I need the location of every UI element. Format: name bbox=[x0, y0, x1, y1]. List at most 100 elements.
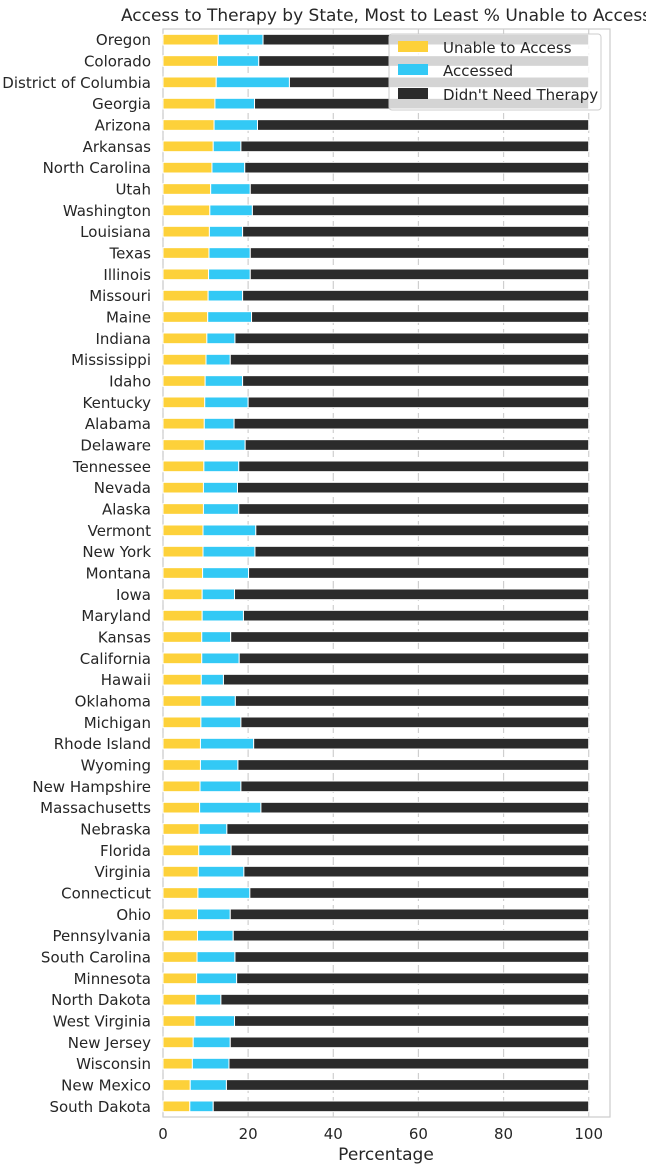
bar-florida-unable bbox=[162, 844, 200, 857]
y-label-minnesota: Minnesota bbox=[74, 970, 151, 988]
y-label-alabama: Alabama bbox=[85, 415, 151, 433]
bar-south-carolina-accessed bbox=[196, 951, 236, 963]
bar-utah-didnt-need bbox=[249, 183, 590, 195]
bar-mississippi-didnt-need bbox=[229, 353, 590, 366]
bar-louisiana-didnt-need bbox=[242, 225, 590, 238]
y-label-idaho: Idaho bbox=[109, 373, 151, 391]
y-label-pennsylvania: Pennsylvania bbox=[52, 927, 151, 945]
bar-missouri-didnt-need bbox=[242, 289, 590, 302]
y-label-maryland: Maryland bbox=[81, 607, 151, 625]
bar-california-didnt-need bbox=[238, 652, 590, 665]
bar-wyoming-accessed bbox=[199, 759, 239, 771]
y-label-massachusetts: Massachusetts bbox=[40, 799, 151, 817]
bar-pennsylvania-accessed bbox=[196, 929, 234, 942]
bar-washington-unable bbox=[162, 204, 211, 217]
bar-rhode-island-unable bbox=[162, 737, 201, 750]
y-label-new-hampshire: New Hampshire bbox=[32, 778, 151, 796]
bar-alaska-accessed bbox=[202, 503, 240, 515]
y-label-district-of-columbia: District of Columbia bbox=[2, 74, 151, 92]
bar-rhode-island-didnt-need bbox=[253, 737, 590, 750]
bar-texas-didnt-need bbox=[249, 247, 590, 259]
bar-new-york-accessed bbox=[202, 545, 256, 558]
bar-washington-didnt-need bbox=[251, 204, 590, 217]
bar-nevada-didnt-need bbox=[237, 481, 590, 494]
bar-louisiana-unable bbox=[162, 225, 210, 238]
y-label-virginia: Virginia bbox=[94, 863, 151, 881]
bar-new-york-didnt-need bbox=[254, 545, 590, 558]
bar-nebraska-didnt-need bbox=[226, 823, 590, 835]
y-label-north-dakota: North Dakota bbox=[51, 991, 151, 1009]
bar-district-of-columbia-accessed bbox=[215, 76, 290, 89]
bar-louisiana-accessed bbox=[208, 225, 244, 238]
bar-vermont-accessed bbox=[202, 524, 257, 537]
bar-south-dakota-didnt-need bbox=[212, 1100, 590, 1113]
bar-virginia-accessed bbox=[197, 865, 245, 878]
y-label-new-york: New York bbox=[82, 543, 151, 561]
bar-new-jersey-unable bbox=[162, 1036, 194, 1049]
bar-utah-accessed bbox=[210, 183, 251, 195]
bar-west-virginia-unable bbox=[162, 1015, 196, 1027]
x-tick-80: 80 bbox=[494, 1125, 513, 1143]
bar-new-jersey-accessed bbox=[192, 1036, 231, 1049]
y-label-kentucky: Kentucky bbox=[83, 394, 152, 412]
bar-indiana-didnt-need bbox=[234, 332, 590, 345]
bar-missouri-accessed bbox=[207, 289, 244, 302]
bar-idaho-didnt-need bbox=[242, 375, 590, 387]
y-label-louisiana: Louisiana bbox=[80, 223, 151, 241]
y-label-south-carolina: South Carolina bbox=[41, 949, 151, 967]
y-label-connecticut: Connecticut bbox=[61, 885, 151, 903]
bar-hawaii-unable bbox=[162, 673, 202, 686]
bar-delaware-accessed bbox=[203, 439, 246, 451]
bar-new-hampshire-accessed bbox=[199, 780, 242, 793]
bar-montana-unable bbox=[162, 567, 204, 579]
y-label-maine: Maine bbox=[106, 309, 151, 327]
y-label-hawaii: Hawaii bbox=[101, 671, 151, 689]
y-label-oregon: Oregon bbox=[96, 31, 151, 49]
bar-south-carolina-didnt-need bbox=[234, 951, 590, 963]
legend-swatch-didnt-need bbox=[398, 88, 428, 99]
y-label-new-jersey: New Jersey bbox=[68, 1034, 151, 1052]
bar-north-dakota-accessed bbox=[195, 993, 222, 1006]
bar-wisconsin-didnt-need bbox=[228, 1057, 590, 1070]
bar-new-hampshire-didnt-need bbox=[240, 780, 590, 793]
y-label-indiana: Indiana bbox=[95, 330, 151, 348]
y-label-wisconsin: Wisconsin bbox=[76, 1055, 151, 1073]
y-label-arkansas: Arkansas bbox=[83, 138, 152, 156]
bar-connecticut-didnt-need bbox=[249, 887, 590, 899]
bar-new-york-unable bbox=[162, 545, 204, 558]
y-label-illinois: Illinois bbox=[103, 266, 151, 284]
bar-delaware-didnt-need bbox=[244, 439, 590, 451]
bar-delaware-unable bbox=[162, 439, 205, 451]
y-label-oklahoma: Oklahoma bbox=[75, 693, 151, 711]
x-tick-0: 0 bbox=[158, 1125, 168, 1143]
bar-minnesota-unable bbox=[162, 972, 198, 985]
bar-ohio-unable bbox=[162, 908, 198, 921]
bar-iowa-accessed bbox=[201, 588, 236, 601]
x-tick-100: 100 bbox=[574, 1125, 603, 1143]
y-label-montana: Montana bbox=[86, 565, 151, 583]
bar-mississippi-accessed bbox=[205, 353, 231, 366]
y-label-washington: Washington bbox=[63, 202, 151, 220]
bar-arizona-didnt-need bbox=[257, 119, 590, 131]
y-label-iowa: Iowa bbox=[116, 586, 151, 604]
legend-swatch-accessed bbox=[398, 64, 428, 75]
y-label-texas: Texas bbox=[109, 245, 152, 263]
bar-texas-accessed bbox=[208, 247, 251, 259]
bar-arkansas-didnt-need bbox=[240, 140, 590, 153]
bar-iowa-unable bbox=[162, 588, 203, 601]
y-label-west-virginia: West Virginia bbox=[53, 1013, 151, 1031]
y-label-wyoming: Wyoming bbox=[81, 757, 151, 775]
bar-new-mexico-unable bbox=[162, 1079, 191, 1091]
bar-new-jersey-didnt-need bbox=[229, 1036, 590, 1049]
bar-illinois-accessed bbox=[208, 268, 251, 281]
y-label-california: California bbox=[80, 650, 151, 668]
bar-maine-unable bbox=[162, 311, 209, 323]
y-label-kansas: Kansas bbox=[98, 629, 151, 647]
y-label-south-dakota: South Dakota bbox=[49, 1098, 151, 1116]
y-label-florida: Florida bbox=[100, 842, 151, 860]
bar-new-hampshire-unable bbox=[162, 780, 201, 793]
bar-maine-didnt-need bbox=[251, 311, 590, 323]
bar-west-virginia-accessed bbox=[194, 1015, 236, 1027]
bar-florida-didnt-need bbox=[230, 844, 590, 857]
x-tick-labels: 0 20 40 60 80 100 bbox=[158, 1125, 603, 1143]
